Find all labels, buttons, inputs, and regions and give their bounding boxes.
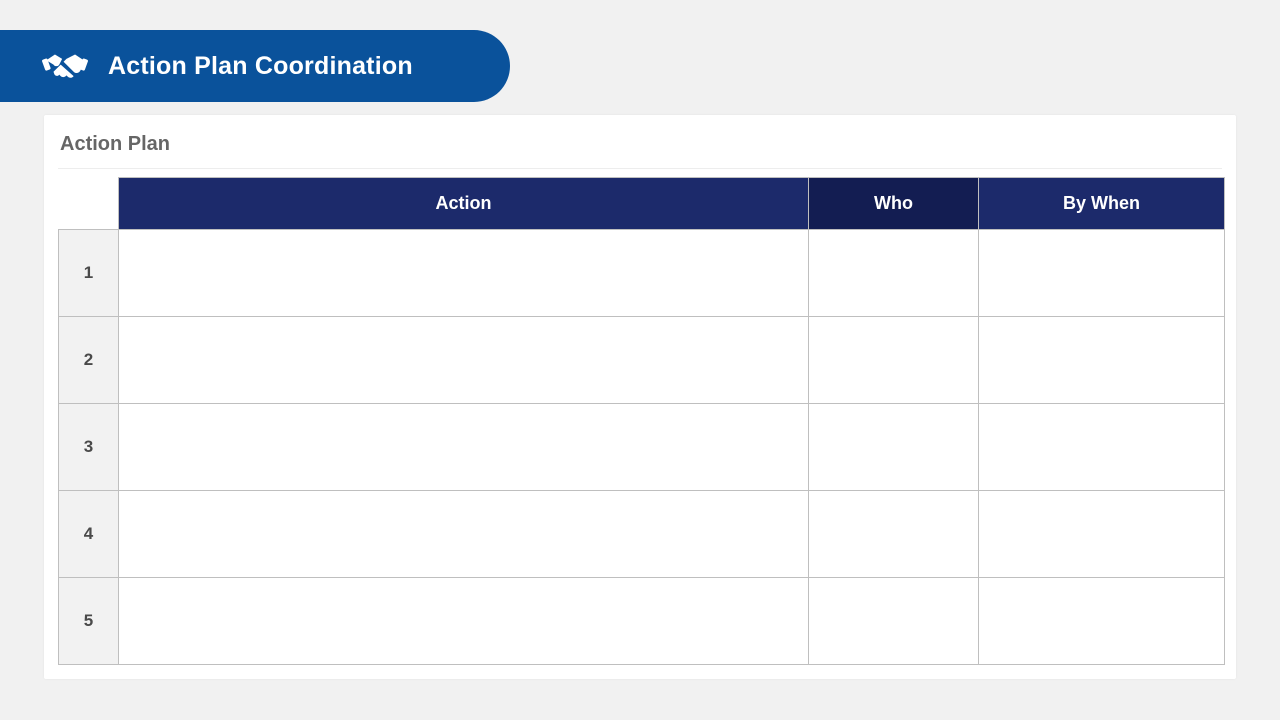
cell-action [119,491,809,578]
cell-bywhen [979,578,1225,665]
row-num: 1 [59,230,119,317]
action-plan-table: Action Who By When 1 2 3 [58,177,1225,665]
action-plan-card: Action Plan Action Who By When 1 2 [44,115,1236,679]
row-num: 2 [59,317,119,404]
banner-title: Action Plan Coordination [108,52,413,81]
cell-who [809,317,979,404]
col-header-action: Action [119,178,809,230]
row-num: 4 [59,491,119,578]
cell-who [809,491,979,578]
cell-bywhen [979,404,1225,491]
cell-who [809,404,979,491]
table-row: 3 [59,404,1225,491]
handshake-icon [42,43,88,89]
table-row: 2 [59,317,1225,404]
cell-action [119,230,809,317]
cell-who [809,578,979,665]
cell-action [119,404,809,491]
col-header-who: Who [809,178,979,230]
cell-bywhen [979,491,1225,578]
col-header-bywhen: By When [979,178,1225,230]
table-header-row: Action Who By When [59,178,1225,230]
page-banner: Action Plan Coordination [0,30,510,102]
row-num: 3 [59,404,119,491]
table-row: 5 [59,578,1225,665]
col-header-num [59,178,119,230]
row-num: 5 [59,578,119,665]
cell-bywhen [979,230,1225,317]
cell-action [119,317,809,404]
cell-action [119,578,809,665]
table-row: 4 [59,491,1225,578]
cell-bywhen [979,317,1225,404]
table-row: 1 [59,230,1225,317]
cell-who [809,230,979,317]
card-title: Action Plan [58,129,1222,169]
